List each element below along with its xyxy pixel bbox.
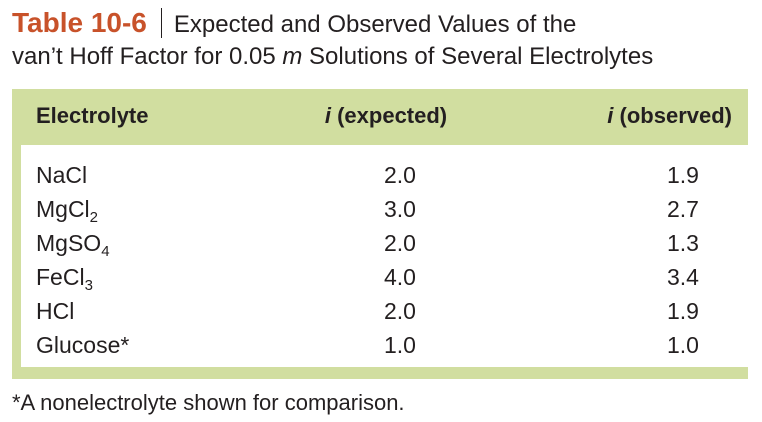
caption-molality-unit: m	[282, 43, 303, 70]
header-i-expected-var: i	[324, 103, 331, 128]
cell-i-expected: 2.0	[384, 162, 416, 188]
header-i-observed-var: i	[607, 103, 614, 128]
cell-i-observed: 1.9	[667, 298, 699, 324]
cell-i-expected: 4.0	[384, 264, 416, 290]
header-i-observed: i (observed)	[607, 103, 732, 129]
cell-i-observed: 1.3	[667, 230, 699, 256]
electrolyte-formula: NaCl	[36, 162, 88, 188]
header-electrolyte: Electrolyte	[36, 103, 149, 128]
electrolyte-formula: HCl	[36, 298, 75, 324]
caption-line-1: Table 10-6 Expected and Observed Values o…	[12, 6, 752, 40]
formula-subscript: 2	[89, 209, 99, 226]
cell-i-expected: 3.0	[384, 196, 416, 222]
table-header: Electrolyte i (expected) i (observed)	[12, 89, 748, 141]
cell-electrolyte: NaCl	[36, 158, 87, 192]
table-row: Glucose* 1.0 1.0	[21, 328, 748, 362]
cell-i-observed: 1.9	[667, 162, 699, 188]
cell-electrolyte: MgCl2	[36, 192, 98, 226]
electrolyte-formula: MgCl	[36, 196, 90, 222]
caption-title-line-2-post: Solutions of Several Electrolytes	[302, 43, 654, 70]
data-table: Electrolyte i (expected) i (observed) Na…	[12, 89, 748, 379]
cell-electrolyte: HCl	[36, 294, 74, 328]
caption-title-line-1: Expected and Observed Values of the	[173, 11, 577, 38]
table-footnote: *A nonelectrolyte shown for comparison.	[12, 390, 405, 415]
header-i-expected: i (expected)	[296, 103, 476, 129]
cell-i-expected: 2.0	[384, 298, 416, 324]
table-row: NaCl 2.0 1.9	[21, 158, 748, 192]
table-number: Table 10-6	[12, 7, 147, 38]
caption-divider	[160, 8, 162, 38]
electrolyte-formula: Glucose*	[36, 332, 130, 358]
formula-subscript: 4	[101, 243, 110, 260]
table-row: FeCl3 4.0 3.4	[21, 260, 748, 294]
cell-electrolyte: Glucose*	[36, 328, 129, 362]
cell-electrolyte: FeCl3	[36, 260, 93, 294]
table-row: MgCl2 3.0 2.7	[21, 192, 748, 226]
electrolyte-formula: FeCl	[36, 264, 85, 290]
table-row: MgSO4 2.0 1.3	[21, 226, 748, 260]
cell-i-expected: 1.0	[384, 332, 416, 358]
caption-title-line-2-pre: van’t Hoff Factor for 0.05	[12, 43, 283, 70]
table-caption: Table 10-6 Expected and Observed Values o…	[12, 6, 752, 74]
table-body: NaCl 2.0 1.9 MgCl2 3.0 2.7 MgSO4 2.0 1.3…	[21, 145, 748, 367]
cell-i-observed: 2.7	[667, 196, 699, 222]
cell-i-observed: 3.4	[667, 264, 699, 290]
header-i-expected-label: (expected)	[330, 103, 448, 128]
cell-electrolyte: MgSO4	[36, 226, 110, 260]
cell-i-observed: 1.0	[667, 332, 699, 358]
formula-subscript: 3	[84, 277, 93, 294]
caption-line-2: van’t Hoff Factor for 0.05 m Solutions o…	[12, 40, 752, 74]
header-i-observed-label: (observed)	[613, 103, 732, 128]
cell-i-expected: 2.0	[384, 230, 416, 256]
electrolyte-formula: MgSO	[36, 230, 102, 256]
table-row: HCl 2.0 1.9	[21, 294, 748, 328]
